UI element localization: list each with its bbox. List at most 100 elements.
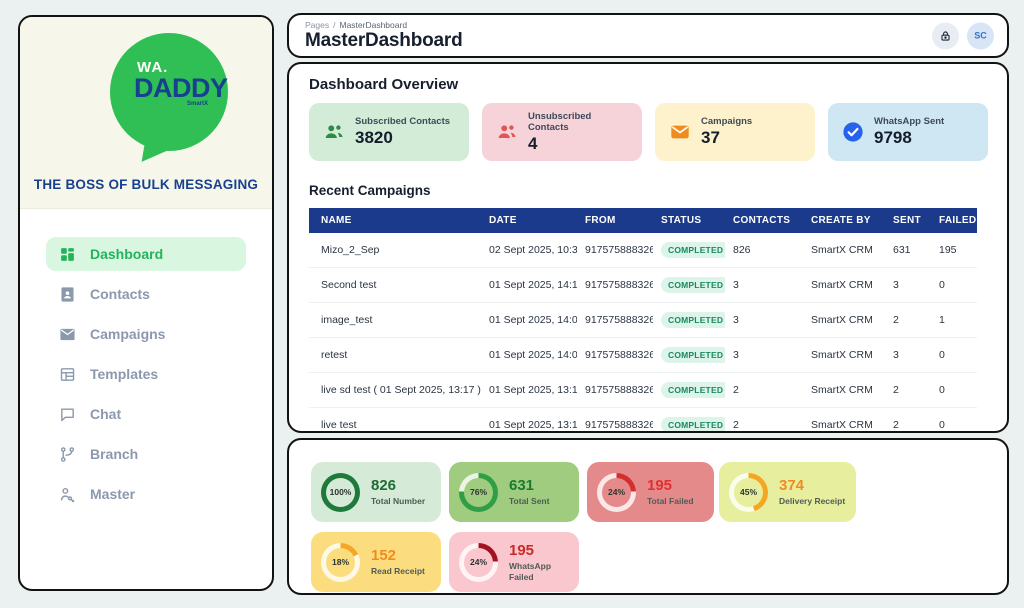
cell-date: 01 Sept 2025, 14:13 [481, 267, 577, 303]
metric-card-total-failed: 24% 195 Total Failed [587, 462, 714, 522]
cell-status: COMPLETED [653, 233, 725, 268]
cell-status: COMPLETED [653, 407, 725, 431]
sidebar-item-campaigns[interactable]: Campaigns [46, 317, 246, 351]
cell-contacts: 2 [725, 372, 803, 408]
recent-campaigns-title: Recent Campaigns [309, 183, 431, 198]
cell-create-by: SmartX CRM [803, 233, 885, 268]
progress-percent: 18% [331, 557, 349, 567]
campaigns-table: NAME DATE FROM STATUS CONTACTS CREATE BY… [309, 208, 977, 431]
lock-icon [939, 29, 952, 42]
col-create-by: CREATE BY [803, 208, 885, 233]
users-icon [495, 121, 518, 144]
sidebar-item-chat[interactable]: Chat [46, 397, 246, 431]
sidebar-item-templates[interactable]: Templates [46, 357, 246, 391]
table-row[interactable]: Mizo_2_Sep 02 Sept 2025, 10:35 917575888… [309, 233, 977, 268]
cell-contacts: 826 [725, 233, 803, 268]
status-badge: COMPLETED [661, 417, 725, 431]
sidebar-item-label: Contacts [90, 286, 150, 302]
metric-value: 826 [371, 477, 397, 495]
cell-name: live test [309, 407, 481, 431]
metric-value: 631 [509, 477, 535, 495]
col-failed: FAILED [931, 208, 977, 233]
user-avatar[interactable]: SC [967, 22, 994, 49]
cell-sent: 3 [885, 337, 931, 373]
cell-create-by: SmartX CRM [803, 267, 885, 303]
col-name: NAME [309, 208, 481, 233]
table-row[interactable]: Second test 01 Sept 2025, 14:13 91757588… [309, 267, 977, 303]
progress-percent: 76% [469, 487, 487, 497]
metric-card-whatsapp-failed: 24% 195 WhatsApp Failed [449, 532, 579, 592]
progress-percent: 45% [739, 487, 757, 497]
stat-value: 3820 [355, 128, 393, 147]
sidebar-item-label: Dashboard [90, 246, 164, 262]
cell-date: 01 Sept 2025, 14:04 [481, 337, 577, 373]
sidebar-item-master[interactable]: Master [46, 477, 246, 511]
cell-date: 01 Sept 2025, 13:16 [481, 372, 577, 408]
cell-from: 917575888326 [577, 302, 653, 338]
logo-text-daddy: DADDY [134, 73, 228, 103]
cell-from: 917575888326 [577, 233, 653, 268]
metric-label: Delivery Receipt [779, 496, 846, 507]
check-circle-icon [841, 121, 864, 144]
progress-percent: 24% [607, 487, 625, 497]
stat-label: Campaigns [701, 116, 753, 127]
cell-failed: 0 [931, 337, 977, 373]
metric-label: Total Number [371, 496, 426, 507]
chat-bubble-icon [59, 406, 76, 423]
status-badge: COMPLETED [661, 277, 725, 293]
cell-sent: 2 [885, 407, 931, 431]
stat-value: 9798 [874, 128, 912, 147]
cell-sent: 631 [885, 233, 931, 268]
cell-create-by: SmartX CRM [803, 302, 885, 338]
stat-card-campaigns: Campaigns 37 [655, 103, 815, 161]
table-row[interactable]: retest 01 Sept 2025, 14:04 917575888326 … [309, 337, 977, 373]
logo: WA. DADDY SmartX THE BOSS OF BULK MESSAG… [20, 17, 272, 209]
metric-label: Total Sent [509, 496, 550, 507]
metric-label: Total Failed [647, 496, 694, 507]
stat-card-subscribed-contacts: Subscribed Contacts 3820 [309, 103, 469, 161]
progress-percent: 100% [329, 487, 352, 497]
col-from: FROM [577, 208, 653, 233]
sidebar-item-contacts[interactable]: Contacts [46, 277, 246, 311]
stats-row: Subscribed Contacts 3820 Unsubscribed Co… [309, 103, 989, 161]
progress-ring: 18% [321, 542, 360, 582]
metric-card-total-number: 100% 826 Total Number [311, 462, 441, 522]
cell-create-by: SmartX CRM [803, 407, 885, 431]
table-row[interactable]: live test 01 Sept 2025, 13:15 9175758883… [309, 407, 977, 431]
cell-date: 01 Sept 2025, 14:06 [481, 302, 577, 338]
cell-contacts: 3 [725, 302, 803, 338]
lock-button[interactable] [932, 22, 959, 49]
table-row[interactable]: live sd test ( 01 Sept 2025, 13:17 ) 01 … [309, 372, 977, 408]
metric-card-read-receipt: 18% 152 Read Receipt [311, 532, 441, 592]
table-row[interactable]: image_test 01 Sept 2025, 14:06 917575888… [309, 302, 977, 338]
col-status: STATUS [653, 208, 725, 233]
status-badge: COMPLETED [661, 347, 725, 363]
overview-title: Dashboard Overview [309, 76, 459, 93]
cell-status: COMPLETED [653, 372, 725, 408]
sidebar-item-label: Master [90, 486, 136, 502]
progress-ring: 24% [597, 472, 636, 512]
breadcrumb: Pages / MasterDashboard [305, 20, 991, 30]
logo-text-wa: WA. [137, 59, 169, 76]
stat-card-unsubscribed-contacts: Unsubscribed Contacts 4 [482, 103, 642, 161]
metric-card-delivery-receipt: 45% 374 Delivery Receipt [719, 462, 856, 522]
sidebar-item-branch[interactable]: Branch [46, 437, 246, 471]
contact-card-icon [59, 286, 76, 303]
cell-contacts: 3 [725, 337, 803, 373]
metric-value: 195 [647, 477, 673, 495]
status-badge: COMPLETED [661, 312, 725, 328]
dashboard-overview-panel: Dashboard Overview Subscribed Contacts 3… [287, 62, 1009, 433]
col-sent: SENT [885, 208, 931, 233]
metric-card-total-sent: 76% 631 Total Sent [449, 462, 579, 522]
header-bar: Pages / MasterDashboard MasterDashboard … [287, 13, 1009, 58]
cell-from: 917575888326 [577, 407, 653, 431]
dashboard-grid-icon [59, 246, 76, 263]
branch-icon [59, 446, 76, 463]
sidebar-item-dashboard[interactable]: Dashboard [46, 237, 246, 271]
breadcrumb-root[interactable]: Pages [305, 20, 330, 30]
progress-ring: 24% [459, 542, 498, 582]
col-contacts: CONTACTS [725, 208, 803, 233]
cell-from: 917575888326 [577, 372, 653, 408]
sidebar-item-label: Campaigns [90, 326, 166, 342]
progress-ring: 76% [459, 472, 498, 512]
